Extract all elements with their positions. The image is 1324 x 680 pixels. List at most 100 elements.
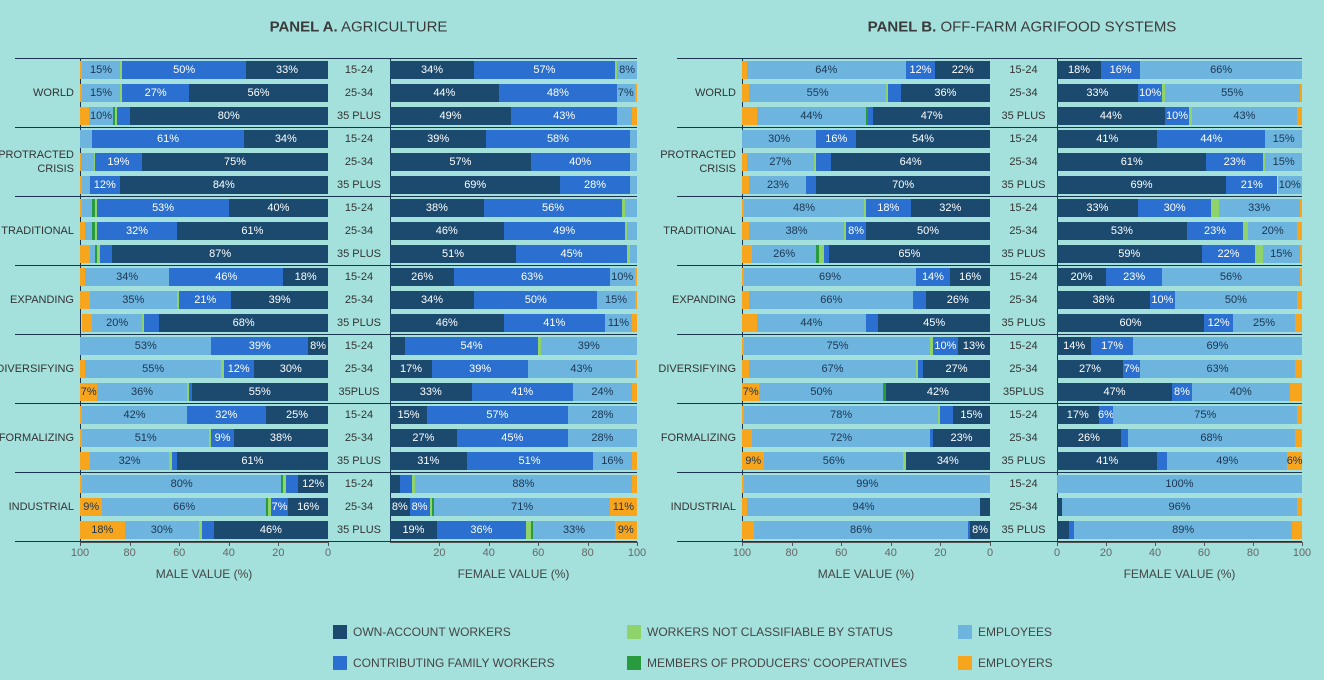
value-label: 34% xyxy=(936,454,959,467)
bar-segment xyxy=(629,152,637,171)
axis-line xyxy=(80,542,328,543)
group-label: DIVERSIFYING xyxy=(658,362,736,375)
value-label: 13% xyxy=(962,339,985,352)
value-label: 57% xyxy=(449,155,472,168)
value-label: 43% xyxy=(553,109,576,122)
value-label: 50% xyxy=(810,385,833,398)
value-label: 55% xyxy=(1221,86,1244,99)
bar-segment: 46% xyxy=(169,267,284,286)
bar-segment xyxy=(94,244,98,263)
bar-segment xyxy=(813,152,817,171)
value-label: 49% xyxy=(1216,454,1239,467)
bar-segment: 33% xyxy=(1057,198,1138,217)
bar-segment: 55% xyxy=(749,83,886,102)
bar-segment: 28% xyxy=(560,175,630,194)
x-tick-label: 20 xyxy=(1099,547,1113,559)
group-separator xyxy=(677,196,1302,197)
bar-segment xyxy=(930,428,933,447)
bar-segment: 22% xyxy=(935,60,990,79)
bar-segment: 11% xyxy=(609,497,637,516)
bar-segment: 53% xyxy=(1057,221,1187,240)
x-tick-label: 80 xyxy=(785,547,798,559)
bar-segment: 35% xyxy=(89,290,177,309)
bar-segment: 30% xyxy=(253,359,328,378)
value-label: 61% xyxy=(157,132,180,145)
value-label: 9% xyxy=(617,523,634,536)
age-label: 25-34 xyxy=(344,293,374,306)
bar-segment: 43% xyxy=(528,359,635,378)
value-label: 15% xyxy=(1272,132,1295,145)
x-tick-label: 0 xyxy=(324,547,332,559)
axis-line xyxy=(390,542,637,543)
bar-segment: 66% xyxy=(1140,60,1302,79)
bar-segment: 34% xyxy=(905,451,990,470)
value-label: 23% xyxy=(950,431,973,444)
bar-segment xyxy=(80,152,82,171)
bar-segment: 23% xyxy=(1186,221,1244,240)
age-label: 25-34 xyxy=(1009,500,1038,513)
bar-segment xyxy=(97,244,100,263)
value-label: 33% xyxy=(562,523,586,536)
value-label: 49% xyxy=(553,224,576,237)
age-label: 35 PLUS xyxy=(336,109,382,122)
value-label: 18% xyxy=(1068,63,1091,76)
bar-segment: 17% xyxy=(1057,405,1099,424)
bar-segment: 8% xyxy=(390,497,410,516)
bar-segment xyxy=(99,244,113,263)
group-label: PROTRACTED CRISIS xyxy=(660,148,736,175)
x-tick-label: 80 xyxy=(123,547,136,559)
value-label: 32% xyxy=(118,454,141,467)
value-label: 61% xyxy=(241,224,264,237)
bar-segment: 28% xyxy=(567,405,637,424)
value-label: 27% xyxy=(769,155,792,168)
x-tick-label: 0 xyxy=(986,547,994,559)
bar-segment: 15% xyxy=(1265,129,1302,148)
bar-segment: 64% xyxy=(831,152,990,171)
value-label: 78% xyxy=(830,408,853,421)
bar-segment xyxy=(634,267,637,286)
tick-mark xyxy=(1106,542,1107,546)
age-label: 35 PLUS xyxy=(1001,316,1046,329)
bar-segment: 78% xyxy=(744,405,938,424)
value-label: 54% xyxy=(912,132,935,145)
bar-segment: 34% xyxy=(390,60,474,79)
value-label: 75% xyxy=(826,339,849,352)
bar-segment xyxy=(80,359,85,378)
bar-segment: 16% xyxy=(592,451,633,470)
bar-segment: 8% xyxy=(617,60,637,79)
value-label: 39% xyxy=(469,362,492,375)
x-axis-label: MALE VALUE (%) xyxy=(155,567,253,581)
bar-segment xyxy=(742,175,750,194)
tick-mark xyxy=(742,542,743,546)
bar-segment: 88% xyxy=(414,474,633,493)
bar-segment xyxy=(868,106,874,125)
bar-segment: 11% xyxy=(604,313,633,332)
value-label: 51% xyxy=(134,431,157,444)
bar-segment: 33% xyxy=(1218,198,1300,217)
value-label: 68% xyxy=(1200,431,1223,444)
bar-segment: 54% xyxy=(856,129,990,148)
group-separator xyxy=(677,127,1302,128)
bar-segment xyxy=(742,83,750,102)
bar-segment: 46% xyxy=(213,520,328,539)
bar-segment: 50% xyxy=(866,221,990,240)
bar-segment: 23% xyxy=(749,175,807,194)
bar-segment: 51% xyxy=(390,244,516,263)
bar-segment xyxy=(1120,428,1129,447)
group-separator xyxy=(15,265,637,266)
bar-segment xyxy=(538,336,541,355)
bar-segment: 9% xyxy=(742,451,765,470)
value-label: 22% xyxy=(1217,247,1240,260)
value-label: 15% xyxy=(90,86,113,99)
bar-segment xyxy=(82,175,90,194)
bar-segment: 8% xyxy=(970,520,990,539)
bar-segment: 51% xyxy=(466,451,593,470)
bar-segment: 7% xyxy=(80,382,98,401)
bar-segment xyxy=(1294,428,1302,447)
bar-segment: 32% xyxy=(186,405,266,424)
bar-segment xyxy=(80,244,90,263)
value-label: 9% xyxy=(745,454,762,467)
bar-segment xyxy=(624,198,637,217)
bar-segment xyxy=(742,405,745,424)
bar-segment xyxy=(629,244,637,263)
